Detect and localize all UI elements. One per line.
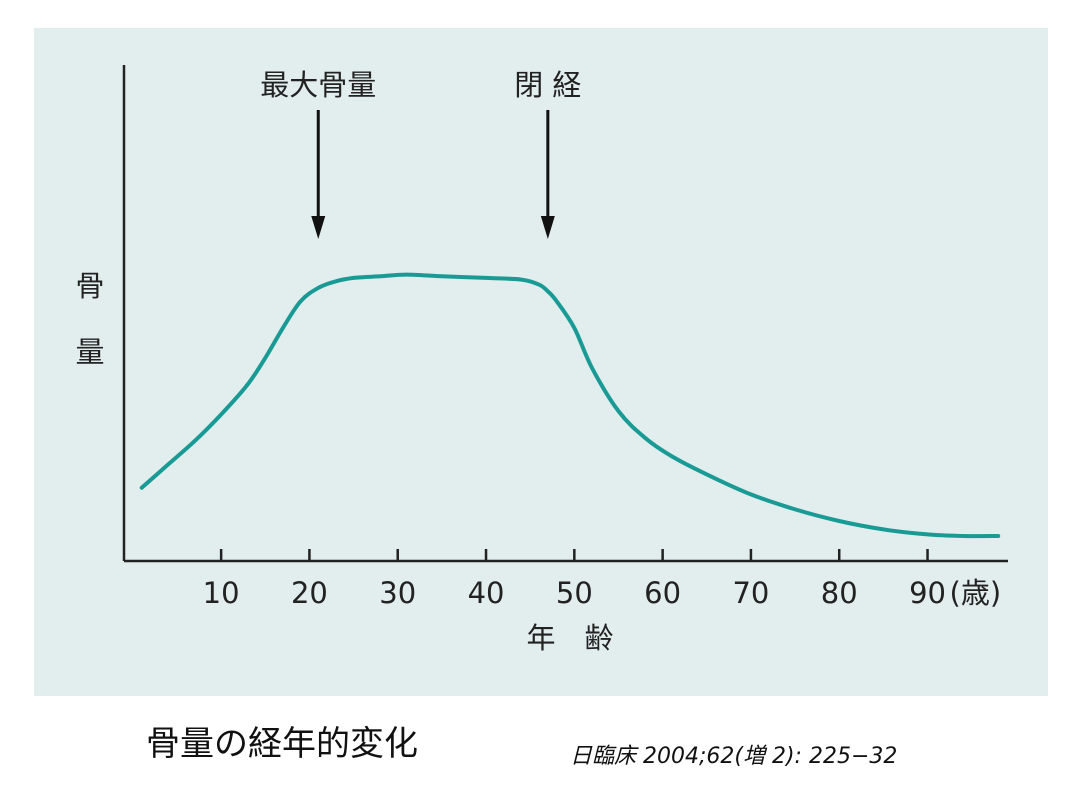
x-axis-label: 年 齢	[526, 621, 613, 655]
annotation-0: 最大骨量	[260, 68, 376, 239]
chart-panel: 10 20 30 40 50 60 70 80 90 (歳) 最大骨量 閉 経 骨量年 齢	[34, 28, 1048, 696]
y-axis-label: 骨量	[75, 269, 104, 369]
annotation-arrow-head-1	[540, 216, 555, 239]
x-tick-label-80: 80	[821, 576, 858, 610]
annotation-arrow-head-0	[311, 216, 326, 239]
x-tick-label-50: 50	[556, 576, 593, 610]
x-tick-label-30: 30	[379, 576, 416, 610]
chart-caption: 骨量の経年的変化	[146, 724, 418, 764]
x-tick-label-90: 90	[909, 576, 946, 610]
x-tick-label-70: 70	[732, 576, 769, 610]
bone-mass-chart: 10 20 30 40 50 60 70 80 90 (歳) 最大骨量 閉 経 骨量年 齢	[75, 65, 1008, 655]
x-tick-label-40: 40	[468, 576, 505, 610]
x-tick-label-60: 60	[644, 576, 681, 610]
x-tick-label-10: 10	[203, 576, 240, 610]
annotation-1: 閉 経	[514, 68, 581, 239]
x-unit-label: (歳)	[950, 576, 1002, 610]
annotation-label-0: 最大骨量	[260, 68, 376, 102]
annotation-label-1: 閉 経	[514, 68, 581, 102]
citation: 日臨床 2004;62(増 2): 225−32	[570, 744, 898, 769]
bone-mass-curve	[139, 272, 1001, 539]
x-tick-label-20: 20	[291, 576, 328, 610]
